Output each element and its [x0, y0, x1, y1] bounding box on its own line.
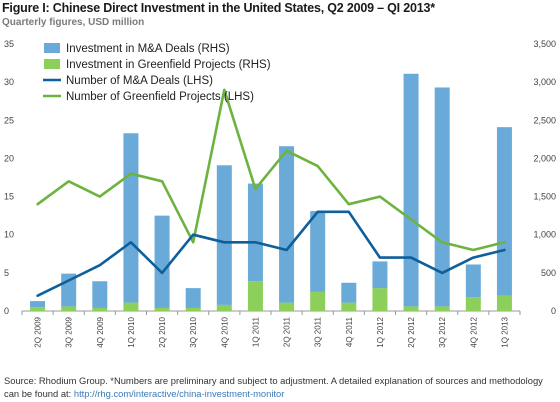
legend-greenfield-investment-label: Investment in Greenfield Projects (RHS) — [66, 59, 271, 71]
x-tick-label: 3Q 2011 — [314, 316, 323, 347]
greenfield-investment-bar — [185, 307, 201, 311]
right-tick-label: 2,000 — [533, 153, 556, 163]
chart: 0 5 10 15 20 25 30 35 0 500 1,000 1,500 2,000 2,500 3,… — [4, 39, 556, 348]
ma-investment-bar — [341, 282, 357, 303]
x-tick-label: 1Q 2011 — [251, 316, 260, 347]
x-tick-label: 2Q 2012 — [407, 316, 416, 347]
greenfield-investment-bar — [496, 295, 512, 311]
x-tick-label: 2Q 2009 — [34, 316, 43, 347]
ma-investment-bar — [372, 261, 388, 289]
right-tick-label: 2,500 — [533, 115, 556, 125]
x-tick-label: 2Q 2011 — [283, 316, 292, 347]
ma-investment-bar — [154, 215, 170, 308]
greenfield-investment-bar — [279, 302, 295, 311]
legend-ma-investment-swatch — [44, 43, 60, 53]
greenfield-investment-bar — [216, 304, 232, 311]
left-tick-label: 35 — [4, 39, 14, 49]
source-text: Source: Rhodium Group. *Numbers are prel… — [4, 375, 543, 399]
greenfield-investment-bar — [61, 306, 77, 311]
greenfield-investment-bar — [247, 281, 263, 311]
greenfield-investment-bar — [92, 307, 108, 311]
ma-investment-bar — [30, 301, 46, 308]
ma-investment-bar — [434, 87, 450, 307]
x-tick-label: 4Q 2010 — [220, 316, 229, 347]
ma-investment-bar — [92, 281, 108, 308]
source-footnote: Source: Rhodium Group. *Numbers are prel… — [4, 374, 556, 400]
greenfield-investment-bar — [403, 306, 419, 311]
x-tick-label: 4Q 2012 — [469, 316, 478, 347]
x-tick-label: 2Q 2010 — [158, 316, 167, 347]
right-tick-label: 3,000 — [533, 77, 556, 87]
left-tick-label: 10 — [4, 230, 14, 240]
left-tick-label: 5 — [4, 268, 9, 278]
ma-investment-bar — [496, 127, 512, 296]
right-tick-label: 1,500 — [533, 192, 556, 202]
ma-deals-count-line — [36, 210, 506, 298]
ma-investment-bar — [247, 183, 263, 282]
greenfield-investment-bar — [123, 302, 139, 311]
chart-title: Figure I: Chinese Direct Investment in t… — [2, 1, 435, 15]
greenfield-investment-bar — [154, 307, 170, 311]
left-tick-label: 15 — [4, 192, 14, 202]
legend-greenfield-investment-swatch — [44, 59, 60, 69]
left-tick-label: 20 — [4, 153, 14, 163]
greenfield-projects-count-line — [36, 88, 506, 252]
greenfield-investment-bar — [434, 306, 450, 311]
greenfield-investment-bar — [341, 302, 357, 311]
legend-ma-count-label: Number of M&A Deals (LHS) — [66, 75, 213, 87]
chart-subtitle: Quarterly figures, USD million — [2, 17, 145, 28]
legend-greenfield-count-label: Number of Greenfield Projects (LHS) — [66, 91, 254, 103]
greenfield-investment-bar — [372, 288, 388, 311]
right-tick-label: 0 — [551, 306, 556, 316]
ma-investment-bar — [279, 146, 295, 303]
left-tick-label: 25 — [4, 115, 14, 125]
left-tick-label: 0 — [4, 306, 9, 316]
ma-investment-bar — [185, 288, 201, 308]
x-tick-label: 4Q 2011 — [345, 316, 354, 347]
x-tick-label: 1Q 2012 — [376, 316, 385, 347]
x-tick-label: 3Q 2010 — [189, 316, 198, 347]
greenfield-investment-bar — [310, 291, 326, 311]
legend-ma-investment-label: Investment in M&A Deals (RHS) — [66, 43, 230, 55]
ma-investment-bar — [216, 165, 232, 305]
x-tick-label: 3Q 2009 — [65, 316, 74, 347]
x-tick-label: 4Q 2009 — [96, 316, 105, 347]
x-tick-label: 1Q 2010 — [127, 316, 136, 347]
x-tick-label: 1Q 2013 — [500, 316, 509, 347]
right-tick-label: 3,500 — [533, 39, 556, 49]
ma-investment-bar — [465, 264, 481, 298]
greenfield-investment-bar — [465, 297, 481, 311]
right-tick-label: 500 — [541, 268, 556, 278]
ma-investment-bar — [310, 211, 326, 292]
right-tick-label: 1,000 — [533, 230, 556, 240]
x-tick-label: 3Q 2012 — [438, 316, 447, 347]
left-tick-label: 30 — [4, 77, 14, 87]
ma-investment-bar — [123, 133, 139, 303]
ma-investment-bar — [403, 73, 419, 307]
greenfield-investment-bar — [30, 307, 46, 311]
methodology-link[interactable]: http://rhg.com/interactive/china-investm… — [73, 388, 285, 399]
